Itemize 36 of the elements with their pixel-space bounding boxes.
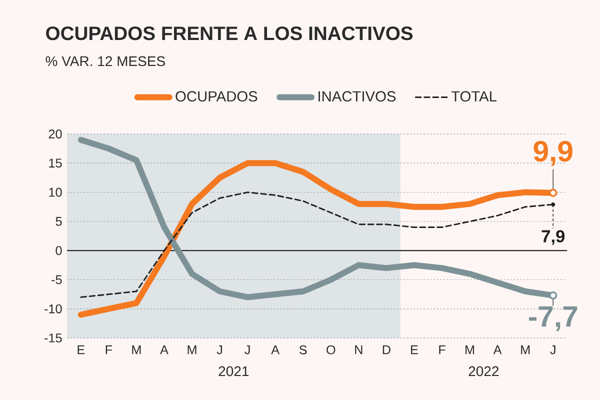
chart-subtitle: % VAR. 12 MESES bbox=[46, 56, 165, 66]
y-tick-label: 20 bbox=[48, 130, 62, 138]
x-tick-label: S bbox=[299, 345, 307, 354]
x-tick-label: F bbox=[439, 345, 446, 354]
y-tick-label: -5 bbox=[52, 275, 62, 284]
text: 2021 bbox=[218, 366, 249, 376]
x-tick-label: M bbox=[466, 345, 474, 354]
y-tick-label: -15 bbox=[44, 334, 62, 342]
y-tick-label: 15 bbox=[49, 158, 62, 168]
text: 2022 bbox=[468, 366, 499, 376]
legend-label: OCUPADOS bbox=[176, 91, 258, 102]
data-label: -7,7 bbox=[528, 306, 578, 332]
x-tick-label: A bbox=[160, 345, 168, 354]
y-tick-label: 0 bbox=[56, 246, 62, 256]
legend-label: TOTAL bbox=[451, 91, 496, 102]
data-label: 7,9 bbox=[542, 230, 565, 245]
chart-title: OCUPADOS FRENTE A LOS INACTIVOS bbox=[46, 26, 413, 40]
x-tick-label: A bbox=[493, 345, 502, 354]
x-tick-label: J bbox=[216, 345, 222, 354]
x-tick-label: N bbox=[355, 345, 362, 354]
x-tick-label: J bbox=[244, 345, 250, 354]
x-tick-label: M bbox=[521, 345, 530, 354]
x-tick-label: D bbox=[382, 345, 390, 354]
x-tick-label: E bbox=[78, 345, 85, 354]
x-tick-label: E bbox=[411, 345, 418, 354]
legend-label: INACTIVOS bbox=[318, 91, 396, 102]
data-label: 9,9 bbox=[534, 140, 572, 166]
x-tick-label: F bbox=[106, 345, 112, 354]
y-tick-label: 10 bbox=[49, 188, 62, 197]
y-tick-label: -10 bbox=[44, 304, 62, 314]
y-tick-label: 5 bbox=[56, 217, 62, 226]
x-tick-label: J bbox=[550, 345, 556, 354]
x-tick-label: M bbox=[188, 345, 196, 354]
x-tick-label: O bbox=[326, 345, 336, 354]
x-tick-label: A bbox=[271, 345, 280, 354]
x-tick-label: M bbox=[132, 345, 141, 354]
